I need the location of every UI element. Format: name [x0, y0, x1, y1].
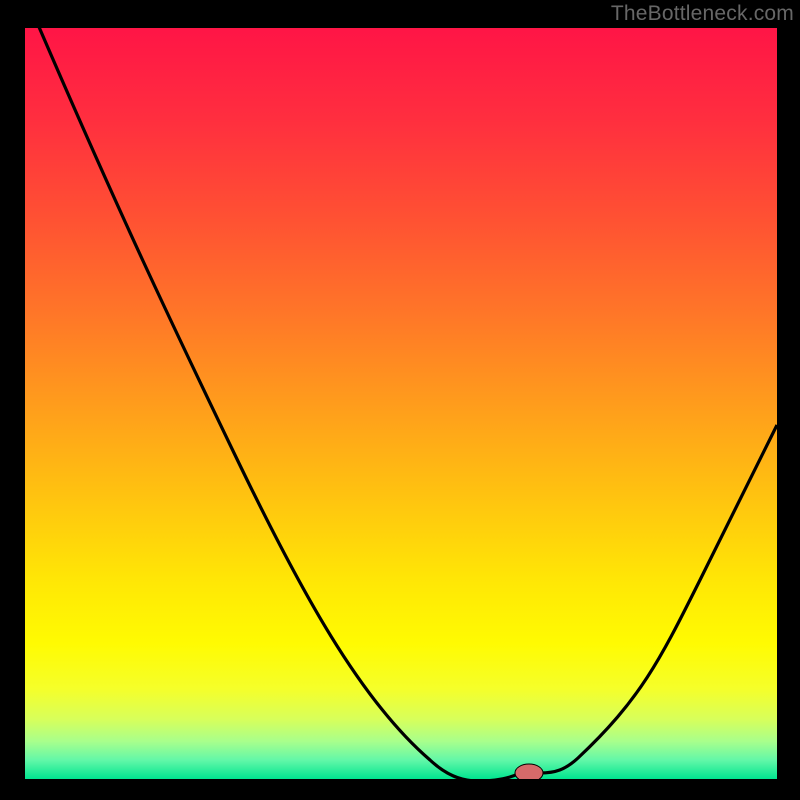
- bottleneck-chart: [0, 0, 800, 800]
- optimal-point-marker: [515, 764, 543, 782]
- watermark-text: TheBottleneck.com: [611, 2, 794, 26]
- gradient-background: [25, 28, 777, 779]
